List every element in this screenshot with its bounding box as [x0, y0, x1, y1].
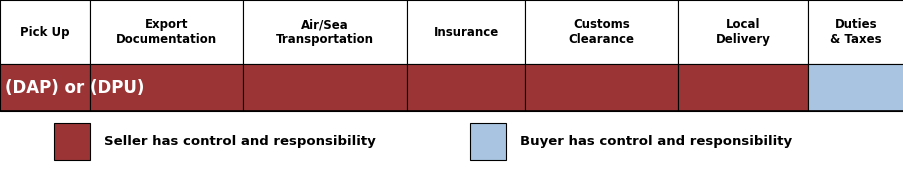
Bar	[525, 64, 677, 111]
Text: Insurance: Insurance	[433, 26, 498, 39]
Bar	[0, 64, 90, 111]
Bar	[243, 0, 406, 64]
Bar	[54, 123, 90, 160]
Bar	[470, 123, 506, 160]
Text: Buyer has control and responsibility: Buyer has control and responsibility	[519, 135, 791, 148]
Text: Local
Delivery: Local Delivery	[715, 18, 769, 46]
Bar	[90, 64, 243, 111]
Bar	[677, 0, 807, 64]
Bar	[0, 0, 90, 64]
Bar	[243, 64, 406, 111]
Bar	[90, 0, 243, 64]
Text: Pick Up: Pick Up	[21, 26, 70, 39]
Bar	[406, 64, 525, 111]
Bar	[525, 0, 677, 64]
Text: (DAP) or (DPU): (DAP) or (DPU)	[5, 79, 144, 97]
Bar	[406, 0, 525, 64]
Text: Export
Documentation: Export Documentation	[116, 18, 217, 46]
Bar	[677, 64, 807, 111]
Text: Air/Sea
Transportation: Air/Sea Transportation	[275, 18, 374, 46]
Text: Seller has control and responsibility: Seller has control and responsibility	[104, 135, 376, 148]
Text: Duties
& Taxes: Duties & Taxes	[829, 18, 880, 46]
Text: Customs
Clearance: Customs Clearance	[568, 18, 634, 46]
Bar	[807, 64, 903, 111]
Bar	[807, 0, 903, 64]
